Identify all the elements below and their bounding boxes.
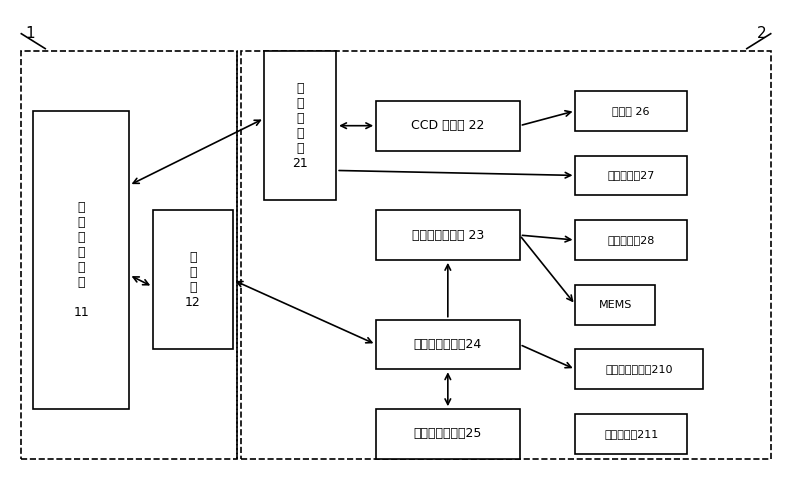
- FancyBboxPatch shape: [265, 51, 336, 201]
- Text: 1: 1: [26, 26, 35, 42]
- Text: 任意波形发生器24: 任意波形发生器24: [414, 338, 482, 351]
- Text: 测
控
软
件
系
统

11: 测 控 软 件 系 统 11: [74, 201, 89, 319]
- FancyBboxPatch shape: [153, 210, 233, 350]
- Text: 振动隔离台211: 振动隔离台211: [604, 429, 658, 439]
- Text: 纳米定位仪27: 纳米定位仪27: [607, 170, 655, 180]
- FancyBboxPatch shape: [575, 91, 687, 130]
- Text: 三维微动探针台210: 三维微动探针台210: [606, 364, 673, 374]
- Text: 频闪照明控制器25: 频闪照明控制器25: [414, 428, 482, 440]
- FancyBboxPatch shape: [376, 101, 519, 150]
- Text: 显微镜 26: 显微镜 26: [613, 106, 650, 116]
- Text: 高压运放驱动器 23: 高压运放驱动器 23: [412, 228, 484, 241]
- Text: 控
制
器
12: 控 制 器 12: [185, 251, 201, 309]
- FancyBboxPatch shape: [575, 285, 655, 325]
- FancyBboxPatch shape: [376, 210, 519, 260]
- FancyBboxPatch shape: [376, 409, 519, 459]
- FancyBboxPatch shape: [34, 111, 129, 409]
- FancyBboxPatch shape: [575, 220, 687, 260]
- FancyBboxPatch shape: [575, 414, 687, 454]
- Text: 显微干涉仪28: 显微干涉仪28: [607, 235, 655, 245]
- FancyBboxPatch shape: [575, 156, 687, 196]
- FancyBboxPatch shape: [575, 350, 703, 389]
- Text: 图
像
采
集
卡
21: 图 像 采 集 卡 21: [293, 82, 308, 170]
- Text: 2: 2: [757, 26, 766, 42]
- Text: CCD 摄像机 22: CCD 摄像机 22: [411, 119, 485, 132]
- FancyBboxPatch shape: [376, 320, 519, 370]
- Text: MEMS: MEMS: [598, 300, 632, 310]
